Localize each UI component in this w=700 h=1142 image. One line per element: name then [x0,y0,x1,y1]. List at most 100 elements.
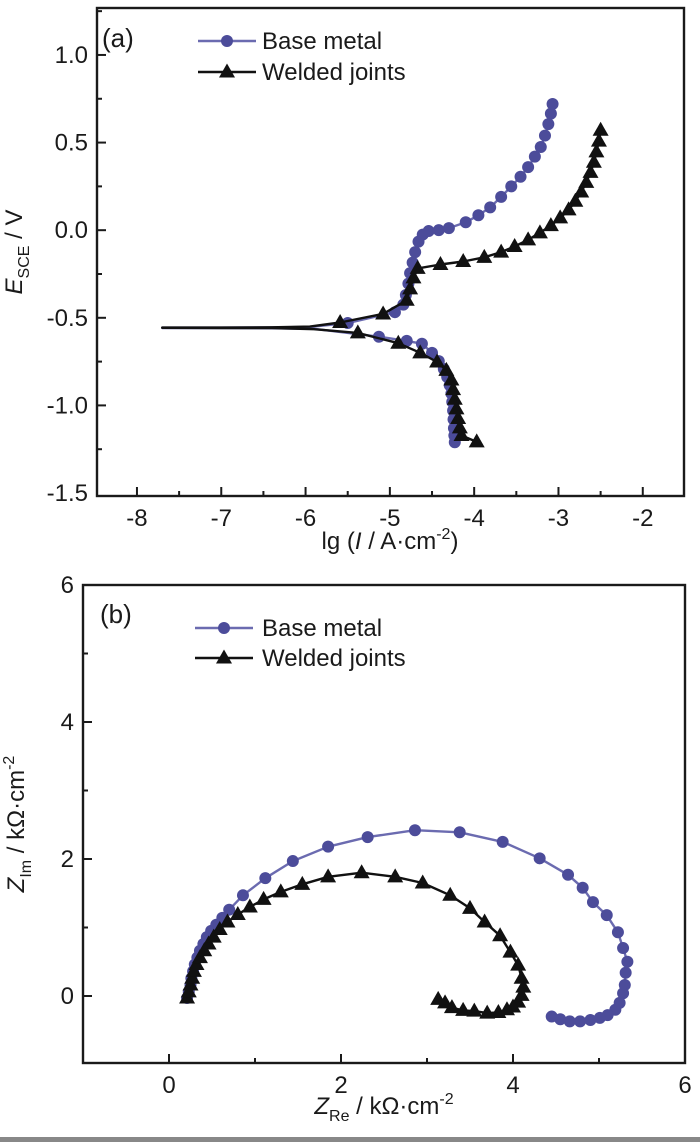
circle-marker [236,889,249,902]
panel-a: -8 -7 -6 -5 -4 -3 -2 1.0 0.5 0.0 -0.5 -1.0 -1.5 lg (I… [1,6,686,555]
triangle-marker [592,121,609,136]
triangle-marker [450,410,467,425]
triangle-marker [402,280,419,295]
legend-circle-marker [221,35,233,47]
panel-a-x-tick-label: -6 [295,505,316,532]
circle-marker [459,216,472,229]
circle-marker [484,201,497,214]
triangle-marker [476,248,493,263]
triangle-marker [430,990,447,1005]
circle-marker [408,824,421,837]
triangle-marker [560,201,577,216]
legend-label-base-metal: Base metal [262,615,382,642]
triangle-marker [582,163,599,178]
circle-marker [442,222,455,235]
triangle-marker [414,874,431,889]
triangle-marker [552,209,569,224]
triangle-marker [205,928,222,943]
triangle-marker [443,999,460,1014]
legend-label-welded-joints: Welded joints [262,59,406,86]
legend-label-base-metal: Base metal [262,28,382,55]
panel-b-y-tick-label: 2 [61,846,74,873]
panel-b-x-axis-label: ZRe / kΩ·cm-2 [313,1091,453,1125]
triangle-marker [493,243,510,258]
triangle-marker [429,353,446,368]
triangle-marker [320,868,337,883]
triangle-marker [332,314,349,329]
triangle-marker [294,875,311,890]
circle-marker [619,966,632,979]
triangle-marker [490,1003,507,1018]
triangle-marker [453,427,470,442]
triangle-marker [349,324,366,339]
circle-marker [574,1015,587,1028]
panel-a-x-tick-label: -8 [126,505,147,532]
triangle-marker [387,868,404,883]
panel-a-x-tick-label: -5 [379,505,400,532]
circle-marker [259,872,272,885]
series-line [161,102,554,329]
panel-b-frame [81,583,687,1065]
panel-a-legend: Base metal Welded joints [198,28,406,86]
legend-circle-marker [218,622,230,634]
circle-marker [453,826,466,839]
panel-a-y-tick-label: 1.0 [55,42,88,69]
circle-marker [432,224,445,237]
triangle-marker [573,183,590,198]
triangle-marker [272,883,289,898]
triangle-marker [498,1001,515,1016]
circle-marker [534,140,547,153]
triangle-marker [353,864,370,879]
panel-a-y-tick-label: -1.0 [47,392,88,419]
triangle-marker [455,253,472,268]
panel-b-legend: Base metal Welded joints [195,615,406,672]
triangle-marker [448,400,465,415]
circle-marker [538,129,551,142]
circle-marker [426,346,439,359]
triangle-marker [479,1004,496,1019]
triangle-marker [567,192,584,207]
panel-a-x-tick-label: -7 [211,505,232,532]
triangle-marker [468,433,485,448]
triangle-marker [590,132,607,147]
triangle-marker [578,173,595,188]
panel-b-x-tick-label: 0 [162,1072,175,1099]
circle-marker [545,1010,558,1023]
legend-label-welded-joints: Welded joints [262,645,406,672]
panel-b-y-tick-label: 0 [61,983,74,1010]
circle-marker [546,98,559,111]
circle-marker [584,1013,597,1026]
panel-a-x-tick-label: -2 [632,505,653,532]
panel-a-label: (a) [102,23,134,53]
circle-marker [533,852,546,865]
panel-a-y-tick-label: -0.5 [47,305,88,332]
circle-marker [514,170,527,183]
triangle-marker [219,913,236,928]
triangle-marker [510,956,527,971]
triangle-marker [462,899,478,914]
triangle-marker [211,921,228,936]
triangle-marker [520,231,537,246]
triangle-marker [405,269,422,284]
panel-a-y-tick-label: 0.5 [55,130,88,157]
panel-b-x-tick-label: 2 [334,1072,347,1099]
triangle-marker [241,898,258,913]
triangle-marker [398,291,415,306]
panel-b-x-tick-label: 6 [678,1072,691,1099]
triangle-marker [442,886,459,901]
circle-marker [562,868,575,881]
circle-marker [611,926,624,939]
panel-b: 0 2 4 6 0 2 4 6 ZRe / kΩ·cm-2 ZIm / kΩ·cm-2 Base m… [1,572,692,1125]
panel-a-y-tick-label: -1.5 [47,480,88,507]
circle-marker [600,909,613,922]
panel-b-y-axis-label: ZIm / kΩ·cm-2 [1,756,35,894]
triangle-marker [438,361,455,376]
triangle-marker [409,259,426,274]
triangle-marker [513,969,530,984]
circle-marker [621,955,634,968]
circle-marker [528,150,541,163]
panel-a-series-welded-joints [161,121,609,448]
circle-marker [563,1015,576,1028]
